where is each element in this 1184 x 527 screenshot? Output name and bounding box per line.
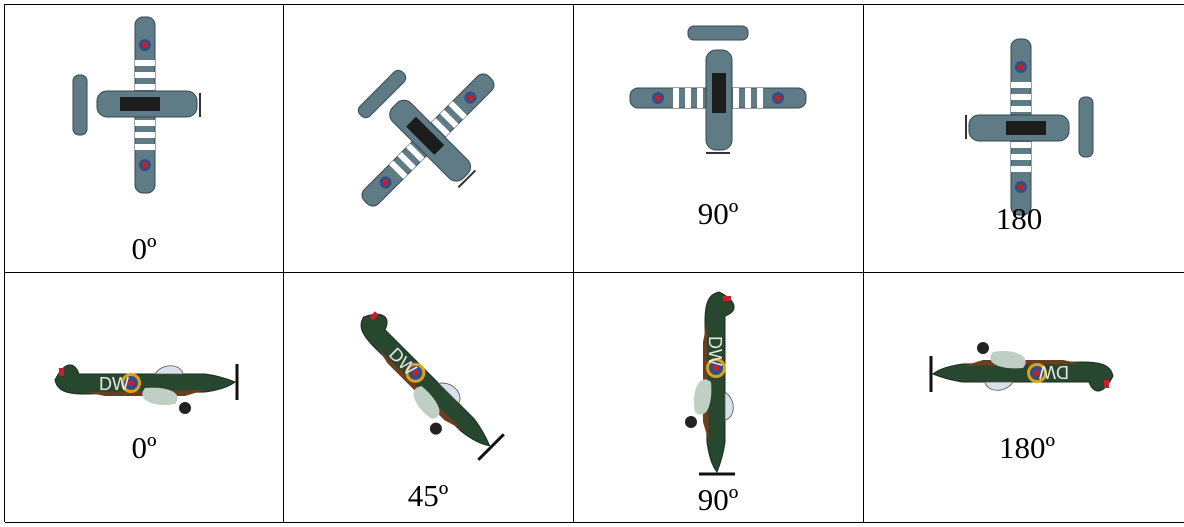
svg-text:DW: DW	[1039, 362, 1069, 382]
angle-label: 180º	[998, 430, 1056, 465]
table-cell-r2c4: DW 180º	[863, 272, 1184, 523]
rotation-table: 0º	[4, 4, 1184, 523]
angle-label: 90º	[697, 482, 739, 517]
top-down-plane-icon	[629, 25, 807, 154]
table-cell-r2c1: DW 0º	[5, 272, 284, 523]
table-cell-r1c1: 0º	[5, 5, 284, 273]
angle-label: 0º	[131, 231, 157, 266]
table-cell-r1c4: 180	[863, 5, 1184, 273]
spitfire-side-icon: DW	[685, 291, 735, 476]
top-down-plane-icon	[965, 38, 1094, 216]
angle-label: 180	[995, 201, 1043, 236]
svg-text:DW: DW	[705, 336, 725, 366]
spitfire-side-icon: DW	[360, 311, 505, 461]
top-down-plane-icon	[357, 69, 495, 207]
spitfire-side-icon: DW	[929, 342, 1114, 392]
table-cell-r2c3: DW 90º	[573, 272, 864, 523]
spitfire-side-icon: DW	[54, 364, 239, 414]
table-cell-r1c2	[283, 5, 574, 273]
angle-label: 0º	[131, 430, 157, 465]
table-cell-r2c2: DW 45º	[283, 272, 574, 523]
angle-label: 90º	[697, 196, 739, 231]
table-cell-r1c3: 90º	[573, 5, 864, 273]
top-down-plane-icon	[72, 16, 201, 194]
svg-text:DW: DW	[99, 374, 129, 394]
angle-label: 45º	[407, 478, 449, 513]
